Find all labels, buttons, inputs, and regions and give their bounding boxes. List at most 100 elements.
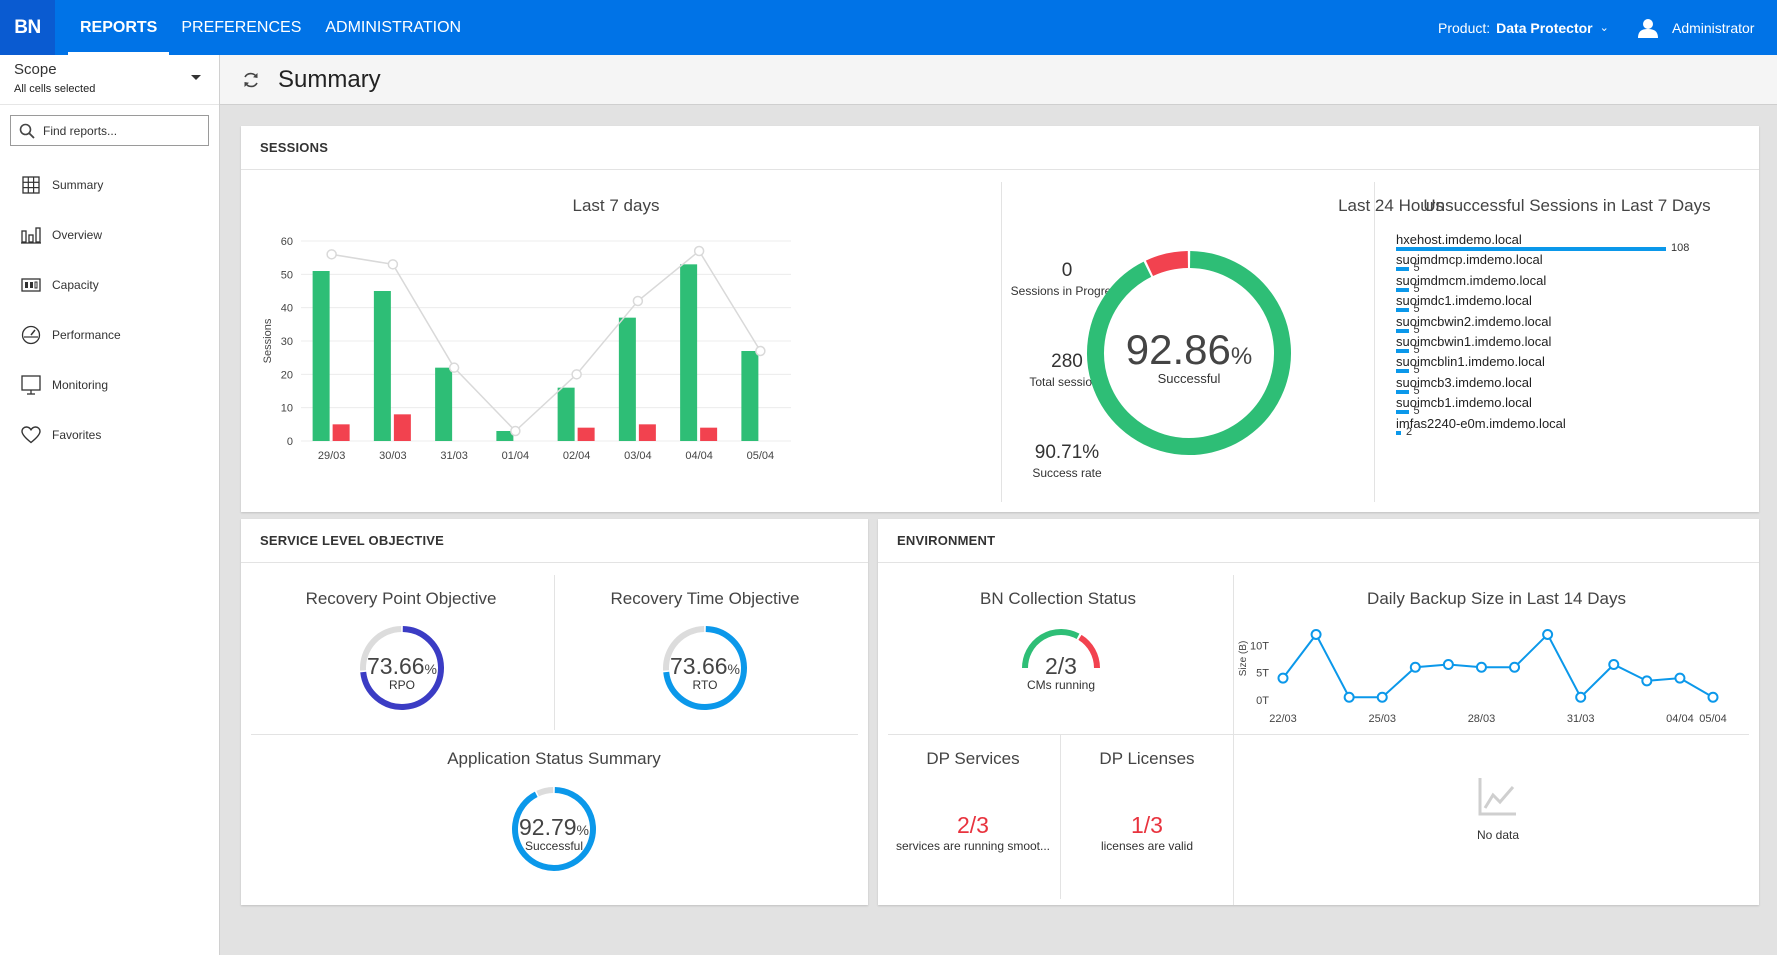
- environment-panel-title: ENVIRONMENT: [878, 519, 1759, 563]
- rto-value: 73.66%: [654, 655, 756, 678]
- trend-point: [510, 425, 521, 437]
- divider: [1060, 734, 1061, 899]
- unsuccessful-count-bar: [1396, 430, 1401, 435]
- search-input[interactable]: [43, 123, 193, 138]
- search-icon: [19, 123, 35, 139]
- app-status-center: 92.79% Successful: [499, 816, 609, 854]
- unsuccessful-host-name: suoimcblin1.imdemo.local: [1396, 354, 1545, 370]
- total-sessions-stat: 280 Total sessions: [987, 351, 1147, 389]
- nav-preferences[interactable]: PREFERENCES: [181, 18, 302, 36]
- dp-licenses-title: DP Licenses: [1099, 749, 1195, 768]
- rpo-donut: [360, 626, 444, 710]
- nav-administration[interactable]: ADMINISTRATION: [325, 18, 462, 36]
- unsuccessful-count-value: 5: [1413, 303, 1420, 316]
- unsuccessful-host-name: suoimdc1.imdemo.local: [1396, 293, 1532, 309]
- backup-size-point: [1542, 628, 1554, 640]
- stat-value: 90.71%: [1034, 442, 1100, 463]
- divider: [554, 575, 555, 730]
- backup-size-point: [1409, 661, 1421, 673]
- gauge-remainder-arc: [1078, 634, 1100, 669]
- top-bar: BN REPORTS PREFERENCES ADMINISTRATION Pr…: [0, 0, 1777, 55]
- donut-value-arc: [360, 626, 444, 710]
- dp-services-title: DP Services: [926, 749, 1020, 768]
- y-tick-label: 0T: [1256, 695, 1269, 707]
- product-selector[interactable]: Product: Data Protector ⌄: [1438, 0, 1609, 55]
- user-icon: [1638, 18, 1658, 38]
- grid-icon: [20, 174, 42, 196]
- success-rate-stat: 90.71% Success rate: [987, 442, 1147, 480]
- unsuccessful-host-name: suoimcb3.imdemo.local: [1396, 374, 1532, 390]
- unsuccessful-host-name: hxehost.imdemo.local: [1396, 232, 1522, 247]
- user-menu[interactable]: Administrator: [1638, 0, 1754, 55]
- unsuccessful-count-bar: [1396, 267, 1409, 272]
- x-tick-label: 28/03: [1468, 713, 1496, 725]
- backup-size-line: [1282, 632, 1714, 699]
- chevron-down-icon: ⌄: [1599, 22, 1609, 34]
- last-24h-value: 92.86%: [1086, 329, 1292, 371]
- x-tick-label: 30/03: [379, 450, 407, 462]
- success-bar: [435, 367, 453, 441]
- no-data-label: No data: [1476, 828, 1520, 842]
- divider: [1001, 182, 1002, 502]
- sidebar-item-performance[interactable]: Performance: [0, 310, 219, 360]
- page-header: Summary: [220, 55, 1777, 105]
- failure-bar: [638, 424, 656, 441]
- app-status-unit: %: [576, 822, 589, 838]
- backup-size-point: [1277, 672, 1289, 684]
- unsuccessful-count-bar: [1396, 349, 1409, 353]
- dp-services-stat: 2/3 services are running smoot...: [888, 812, 1058, 853]
- sidebar-item-capacity[interactable]: Capacity: [0, 260, 219, 310]
- unsuccessful-count-value: 5: [1413, 323, 1420, 336]
- success-bar: [373, 291, 391, 441]
- trend-point: [571, 369, 582, 380]
- divider: [1374, 182, 1375, 502]
- y-tick-label: 20: [281, 369, 293, 381]
- unsuccessful-host-name: suoimcbwin1.imdemo.local: [1396, 334, 1552, 349]
- backup-size-point: [1575, 691, 1587, 703]
- rpo-label: RPO: [388, 678, 415, 692]
- x-tick-label: 31/03: [1567, 713, 1595, 725]
- unsuccessful-count-bar: [1396, 410, 1409, 415]
- y-tick-label: 50: [281, 269, 293, 281]
- app-status-value: 92.79%: [499, 816, 609, 839]
- dp-licenses-value: 1/3: [1131, 812, 1163, 838]
- daily-backup-title: Daily Backup Size in Last 14 Days: [1367, 589, 1626, 608]
- y-tick-label: 0: [287, 436, 293, 448]
- sidebar-item-favorites[interactable]: Favorites: [0, 410, 219, 460]
- collection-label: CMs running: [1026, 678, 1096, 692]
- dp-services-label: services are running smoot...: [895, 839, 1051, 853]
- stat-label: Success rate: [1032, 466, 1102, 480]
- trend-point: [693, 245, 705, 257]
- no-data-placeholder: No data: [1378, 775, 1618, 842]
- stat-value: 280: [1051, 351, 1083, 372]
- last-24h-unit: %: [1230, 343, 1253, 370]
- scope-selector[interactable]: Scope All cells selected: [0, 55, 219, 105]
- y-tick-label: 30: [281, 336, 293, 348]
- collection-center: 2/3 CMs running: [1011, 655, 1111, 693]
- divider: [888, 734, 1749, 735]
- unsuccessful-count-value: 5: [1413, 364, 1420, 377]
- nav-reports[interactable]: REPORTS: [68, 0, 170, 55]
- stat-value: 0: [1061, 260, 1073, 281]
- sidebar-item-overview[interactable]: Overview: [0, 210, 219, 260]
- scope-title: Scope: [14, 61, 57, 78]
- unsuccessful-count-bar: [1396, 287, 1409, 292]
- sidebar-item-summary[interactable]: Summary: [0, 160, 219, 210]
- sidebar-item-monitoring[interactable]: Monitoring: [0, 360, 219, 410]
- app-logo[interactable]: BN: [0, 0, 55, 55]
- gauge-icon: [20, 324, 42, 346]
- sidebar-item-label: Performance: [52, 328, 121, 342]
- divider: [1233, 575, 1234, 905]
- x-tick-label: 03/04: [624, 450, 652, 462]
- slo-panel: SERVICE LEVEL OBJECTIVE Recovery Point O…: [241, 519, 868, 905]
- x-tick-label: 02/04: [563, 450, 591, 462]
- rpo-center: 73.66% RPO: [351, 655, 453, 693]
- unsuccessful-count-value: 5: [1413, 344, 1420, 356]
- caret-down-icon: [191, 75, 201, 80]
- refresh-icon[interactable]: [240, 69, 262, 91]
- sessions-bar-chart: 0 10 20 30 40 50 60 Sessions 29/03 30/03 31/03 01/0…: [262, 236, 791, 462]
- stat-label: Sessions in Progress: [1010, 284, 1124, 298]
- unsuccessful-host-name: suoimcb1.imdemo.local: [1396, 395, 1532, 411]
- main-nav: REPORTS PREFERENCES ADMINISTRATION: [68, 0, 473, 55]
- rto-center: 73.66% RTO: [654, 655, 756, 693]
